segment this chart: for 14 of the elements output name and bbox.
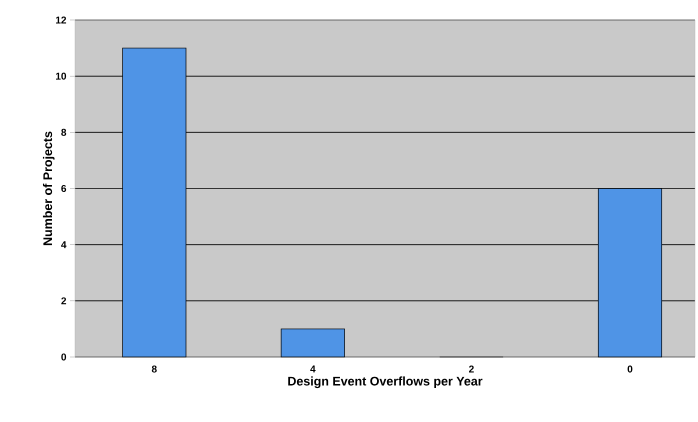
bar [280, 328, 345, 358]
x-tick-label: 4 [310, 366, 316, 372]
y-tick-label: 2 [61, 297, 66, 304]
y-tick-label: 10 [56, 72, 66, 80]
y-tick-label: 8 [61, 128, 66, 136]
x-tick-label: 2 [469, 366, 474, 372]
y-tick-label: 6 [61, 184, 66, 192]
y-tick-label: 12 [56, 16, 66, 24]
y-axis-title: Number of Projects [42, 132, 55, 246]
y-tick-label: 0 [61, 353, 66, 361]
y-tick-label: 4 [61, 241, 66, 248]
x-axis-title: Design Event Overflows per Year [288, 376, 482, 388]
x-tick-label: 8 [152, 366, 157, 373]
x-tick-label: 0 [628, 366, 632, 373]
